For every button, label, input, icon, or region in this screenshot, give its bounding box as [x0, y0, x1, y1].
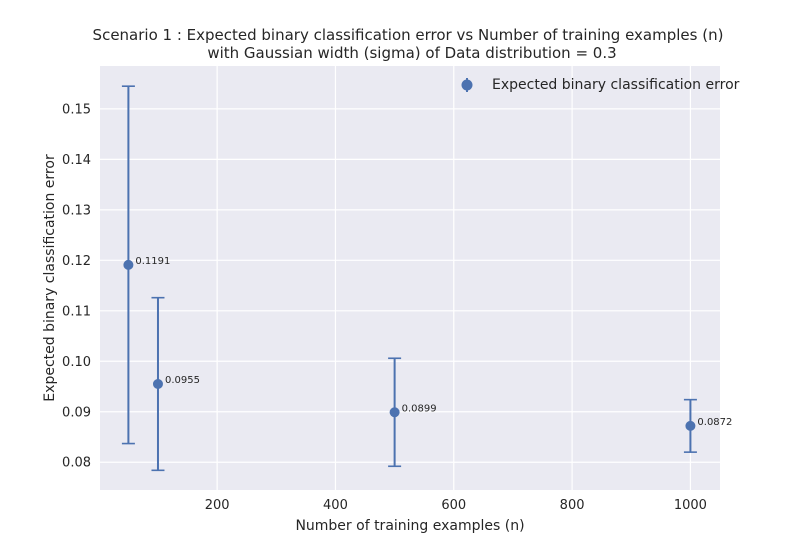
data-label: 0.1191: [135, 256, 170, 267]
y-axis-label: Expected binary classification error: [42, 154, 58, 402]
y-tick-label: 0.12: [62, 254, 91, 269]
x-tick-label: 400: [323, 498, 348, 513]
legend: Expected binary classification error: [461, 77, 740, 93]
legend-label: Expected binary classification error: [492, 77, 740, 93]
data-point: [123, 259, 134, 270]
data-label: 0.0899: [402, 403, 437, 414]
grid-lines: [100, 66, 720, 490]
y-tick-label: 0.08: [62, 456, 91, 471]
y-tick-label: 0.15: [62, 102, 91, 117]
y-tick-label: 0.14: [62, 153, 91, 168]
data-point: [389, 407, 400, 418]
chart-title: Scenario 1 : Expected binary classificat…: [93, 26, 724, 44]
tick-labels: 200 400 600 800 1000 0.08 0.09 0.10 0.11 0.12 0.13…: [62, 102, 707, 513]
y-tick-label: 0.13: [62, 203, 91, 218]
y-tick-label: 0.11: [62, 304, 91, 319]
x-tick-label: 600: [441, 498, 466, 513]
chart-subtitle: with Gaussian width (sigma) of Data dist…: [207, 44, 616, 62]
x-tick-label: 200: [205, 498, 230, 513]
y-tick-label: 0.10: [62, 355, 91, 370]
data-label: 0.0872: [697, 417, 732, 428]
x-tick-label: 1000: [674, 498, 707, 513]
x-axis-label: Number of training examples (n): [295, 518, 524, 534]
data-label: 0.0955: [165, 375, 200, 386]
y-tick-label: 0.09: [62, 405, 91, 420]
data-point: [152, 379, 163, 389]
data-point: [685, 420, 696, 431]
data-marks: 0.1191 0.0955 0.0899 0.0872: [121, 85, 732, 472]
plot-area: [100, 66, 720, 490]
x-tick-label: 800: [560, 498, 585, 513]
legend-marker-icon: [461, 79, 473, 91]
